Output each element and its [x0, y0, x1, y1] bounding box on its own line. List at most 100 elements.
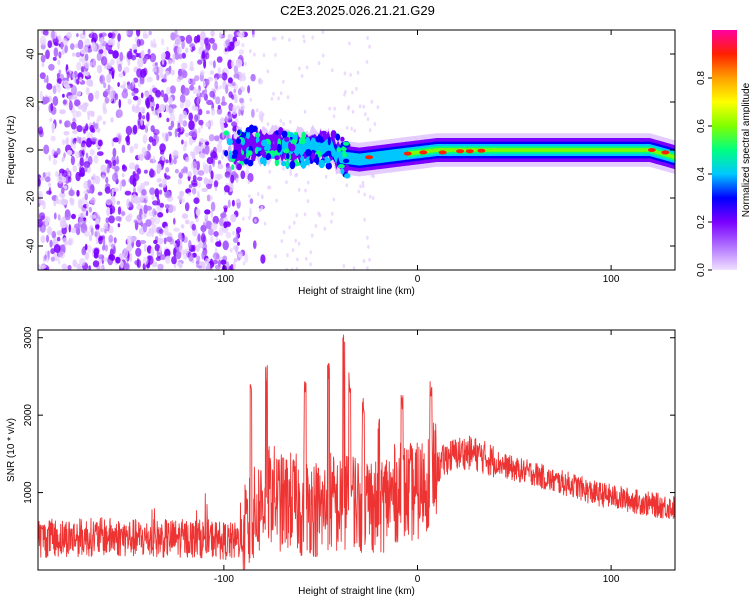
noise-blob [197, 170, 205, 176]
noise-blob [77, 104, 84, 110]
noise-blob [352, 266, 356, 270]
signal-blob [340, 136, 345, 142]
noise-blob [38, 178, 41, 187]
x-axis-label: Height of straight line (km) [298, 586, 415, 597]
noise-blob [282, 230, 286, 235]
noise-blob [150, 125, 155, 133]
noise-blob [108, 225, 114, 234]
noise-blob [144, 91, 150, 98]
noise-blob [140, 50, 145, 58]
signal-peak [465, 149, 474, 154]
x-tick-label: -100 [214, 274, 234, 285]
noise-blob [233, 65, 239, 74]
signal-blob [342, 158, 350, 164]
noise-blob [199, 153, 206, 159]
noise-blob [151, 138, 157, 147]
noise-blob [343, 71, 347, 76]
noise-blob [242, 72, 246, 77]
noise-blob [282, 166, 285, 171]
noise-blob [288, 225, 291, 230]
noise-blob [94, 90, 100, 100]
noise-blob [43, 96, 50, 104]
noise-blob [219, 85, 222, 90]
noise-blob [365, 59, 369, 64]
noise-blob [117, 33, 121, 42]
noise-blob [217, 104, 221, 110]
x-tick-label: 100 [603, 274, 620, 285]
noise-blob [94, 231, 98, 238]
signal-blob [315, 156, 320, 165]
noise-blob [62, 237, 67, 244]
noise-blob [72, 117, 76, 123]
noise-blob [139, 240, 147, 244]
noise-blob [197, 91, 200, 97]
noise-blob [156, 194, 160, 200]
signal-blob [254, 132, 261, 138]
noise-blob [211, 108, 216, 116]
signal-blob [281, 130, 288, 138]
noise-blob [309, 262, 312, 267]
noise-blob [219, 31, 222, 38]
noise-blob [228, 113, 233, 120]
colorbar-tick-label: 0.8 [696, 71, 707, 85]
noise-blob [139, 124, 146, 130]
chart-title: C2E3.2025.026.21.21.G29 [280, 3, 435, 18]
noise-blob [163, 73, 167, 83]
noise-blob [57, 34, 62, 41]
noise-blob [47, 171, 51, 178]
noise-blob [191, 46, 196, 51]
noise-blob [40, 235, 46, 244]
noise-blob [43, 144, 50, 155]
signal-blob [301, 162, 306, 169]
noise-blob [55, 171, 59, 178]
noise-blob [251, 108, 255, 118]
noise-blob [328, 106, 332, 111]
noise-blob [368, 44, 371, 49]
noise-blob [317, 61, 321, 66]
noise-blob [222, 210, 227, 218]
noise-blob [239, 97, 244, 104]
signal-blob [237, 129, 241, 135]
noise-blob [38, 264, 41, 270]
noise-blob [151, 67, 158, 73]
noise-blob [82, 45, 89, 54]
noise-blob [224, 221, 231, 227]
noise-blob [68, 100, 73, 111]
noise-blob [79, 77, 82, 83]
noise-blob [120, 260, 124, 269]
noise-blob [85, 210, 89, 217]
noise-blob [290, 267, 294, 270]
signal-blob [342, 152, 348, 158]
noise-blob [83, 161, 91, 169]
noise-blob [305, 65, 309, 70]
noise-blob [182, 145, 187, 152]
noise-blob [210, 201, 216, 212]
noise-blob [79, 157, 84, 167]
noise-blob [93, 252, 99, 259]
noise-blob [125, 135, 130, 143]
noise-blob [166, 117, 170, 123]
noise-blob [370, 99, 374, 104]
signal-blob [276, 143, 282, 153]
noise-blob [297, 187, 301, 192]
noise-blob [177, 74, 184, 80]
noise-blob [275, 198, 278, 203]
noise-blob [53, 47, 59, 58]
noise-blob [217, 67, 222, 76]
noise-blob [80, 142, 86, 148]
noise-blob [96, 151, 104, 157]
noise-blob [183, 166, 187, 174]
noise-blob [60, 220, 67, 229]
noise-blob [145, 231, 153, 237]
noise-blob [107, 39, 113, 46]
noise-blob [164, 226, 169, 236]
noise-blob [256, 192, 260, 196]
noise-blob [94, 123, 99, 130]
noise-blob [45, 257, 50, 263]
noise-blob [236, 226, 242, 234]
noise-blob [148, 169, 156, 178]
noise-blob [169, 153, 172, 164]
noise-blob [304, 256, 308, 261]
noise-blob [85, 123, 89, 131]
noise-blob [231, 81, 236, 86]
